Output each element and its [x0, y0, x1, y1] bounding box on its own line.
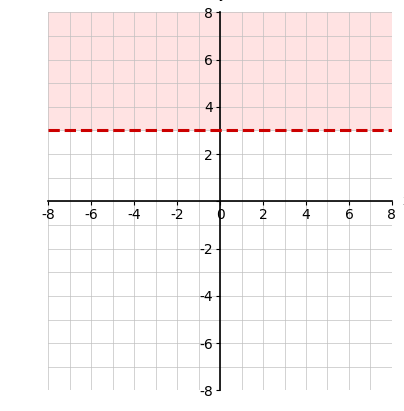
- Text: x: x: [403, 194, 404, 208]
